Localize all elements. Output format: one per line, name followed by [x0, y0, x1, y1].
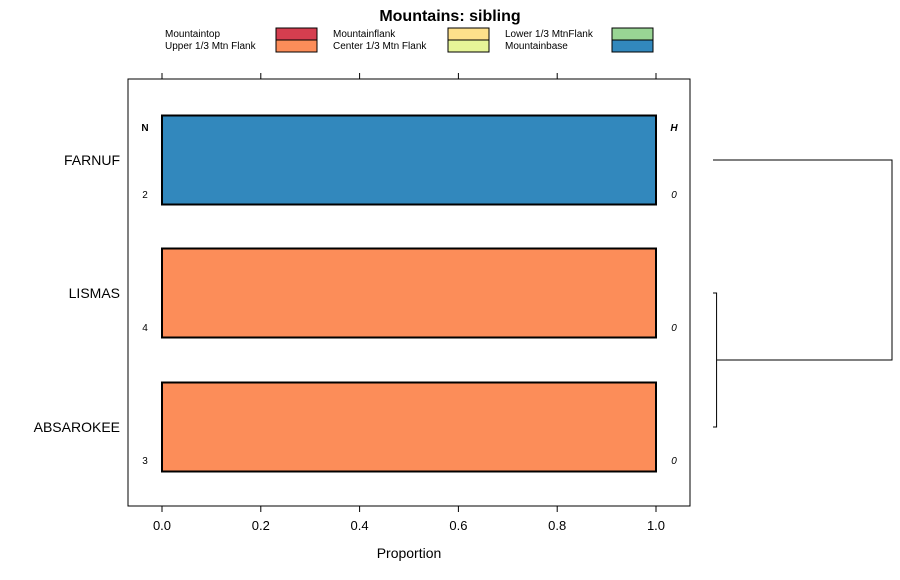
legend-swatch-lower-1-3-mtnflank	[611, 27, 654, 41]
x-tick-label: 0.2	[252, 518, 270, 533]
bars	[161, 114, 657, 473]
n-header: N	[141, 123, 148, 134]
x-tick-label: 0.4	[351, 518, 369, 533]
h-value: 0	[671, 190, 677, 201]
n-value: 2	[142, 190, 148, 201]
plot-frame	[127, 78, 691, 507]
x-axis-bottom: 0.0 0.2 0.4 0.6 0.8 1.0	[153, 506, 665, 533]
legend-label-center-1-3-mtn-flank: Center 1/3 Mtn Flank	[333, 41, 427, 52]
x-axis-label: Proportion	[377, 545, 442, 561]
x-tick-label: 0.0	[153, 518, 171, 533]
h-value: 0	[671, 456, 677, 467]
x-tick-label: 0.6	[449, 518, 467, 533]
category-label-farnuf: FARNUF	[64, 152, 120, 168]
x-tick-label: 1.0	[647, 518, 665, 533]
category-label-lismas: LISMAS	[69, 285, 120, 301]
bar-lismas-upper-1-3-mtn-flank	[162, 248, 656, 338]
h-header: H	[670, 123, 678, 134]
legend-label-lower-1-3-mtnflank: Lower 1/3 MtnFlank	[505, 29, 594, 40]
dendrogram-branch-lismas-absarokee	[713, 292, 718, 428]
legend-swatch-mountaintop	[275, 27, 318, 41]
bar-outline-farnuf	[161, 114, 657, 206]
x-axis-top	[161, 73, 657, 79]
chart-title: Mountains: sibling	[379, 8, 520, 25]
legend-swatch-mountainbase	[611, 39, 654, 53]
dendrogram-branch-root	[713, 159, 893, 361]
legend-label-upper-1-3-mtn-flank: Upper 1/3 Mtn Flank	[165, 41, 257, 52]
legend-swatch-center-1-3-mtn-flank	[447, 39, 490, 53]
category-labels: FARNUF LISMAS ABSAROKEE	[34, 152, 120, 435]
h-value: 0	[671, 323, 677, 334]
bar-outline-lismas	[161, 247, 657, 339]
dendrogram	[713, 159, 893, 428]
bar-absarokee-upper-1-3-mtn-flank	[162, 382, 656, 472]
legend-label-mountainbase: Mountainbase	[505, 41, 568, 52]
legend-label-mountainflank: Mountainflank	[333, 29, 396, 40]
n-h-columns: N H 2 4 3 0 0 0	[141, 123, 678, 467]
bar-outline-absarokee	[161, 381, 657, 473]
n-value: 4	[142, 323, 148, 334]
x-tick-label: 0.8	[548, 518, 566, 533]
n-value: 3	[142, 456, 148, 467]
bar-farnuf-mountainbase	[162, 115, 656, 205]
legend-swatch-upper-1-3-mtn-flank	[275, 39, 318, 53]
legend-swatch-mountainflank	[447, 27, 490, 41]
category-label-absarokee: ABSAROKEE	[34, 419, 120, 435]
legend-label-mountaintop: Mountaintop	[165, 29, 220, 40]
